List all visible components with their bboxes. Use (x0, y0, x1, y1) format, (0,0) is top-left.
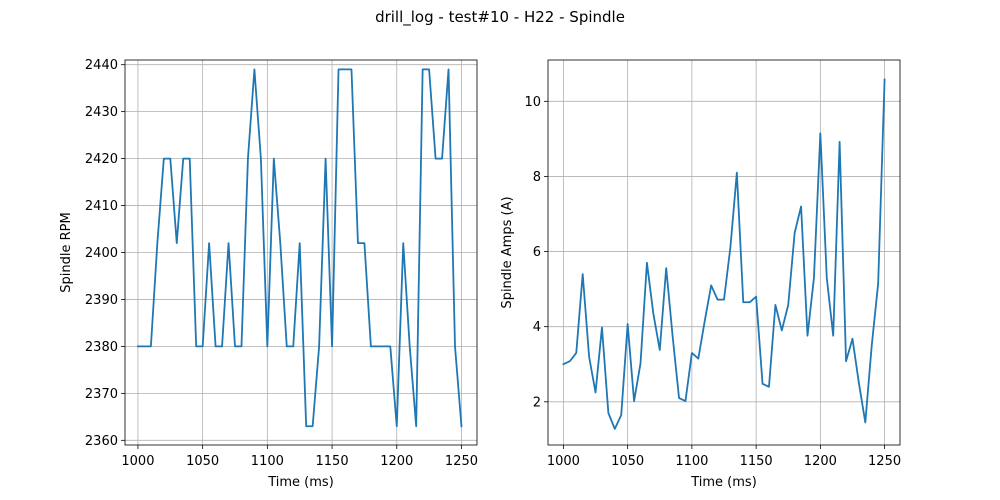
rpm-y-tick-label: 2430 (85, 105, 118, 120)
rpm-y-tick-label: 2410 (85, 199, 118, 214)
rpm-chart: 1000 1050 1100 1150 1200 1250 2360 2370 2380 2390… (59, 58, 478, 490)
rpm-x-tick-label: 1050 (186, 454, 219, 469)
rpm-x-tick-label: 1250 (445, 454, 478, 469)
rpm-y-tick-label: 2380 (85, 340, 118, 355)
amps-y-tick-label: 6 (533, 245, 541, 260)
amps-x-tick-label: 1100 (675, 454, 708, 469)
rpm-y-tick-label: 2400 (85, 246, 118, 261)
rpm-series-line (137, 68, 463, 428)
amps-y-axis-label: Spindle Amps (A) (500, 196, 515, 308)
amps-y-tick-label: 4 (533, 320, 541, 335)
rpm-y-axis-label: Spindle RPM (59, 212, 74, 292)
amps-x-tick-label: 1050 (611, 454, 644, 469)
amps-plot-frame (547, 59, 901, 446)
amps-y-tick-label: 8 (533, 170, 541, 185)
amps-x-axis-label: Time (ms) (690, 475, 757, 490)
rpm-x-tick-label: 1150 (316, 454, 349, 469)
amps-x-tick-label: 1200 (804, 454, 837, 469)
rpm-y-tick-label: 2370 (85, 387, 118, 402)
amps-y-tick-label: 2 (533, 395, 541, 410)
rpm-y-tick-label: 2420 (85, 152, 118, 167)
amps-x-tick-label: 1150 (740, 454, 773, 469)
amps-x-tick-label: 1000 (547, 454, 580, 469)
rpm-x-tick-label: 1100 (251, 454, 284, 469)
amps-x-tick-label: 1250 (868, 454, 901, 469)
rpm-y-tick-label: 2440 (85, 58, 118, 73)
figure-title: drill_log - test#10 - H22 - Spindle (375, 8, 625, 27)
rpm-x-tick-label: 1200 (380, 454, 413, 469)
amps-chart: 1000 1050 1100 1150 1200 1250 2 4 6 8 10 Time (ms) S… (500, 59, 901, 490)
rpm-x-tick-label: 1000 (121, 454, 154, 469)
rpm-x-axis-label: Time (ms) (267, 475, 334, 490)
amps-series-line (562, 78, 886, 430)
amps-y-tick-label: 10 (524, 95, 541, 110)
rpm-y-tick-label: 2390 (85, 293, 118, 308)
rpm-y-tick-label: 2360 (85, 434, 118, 449)
